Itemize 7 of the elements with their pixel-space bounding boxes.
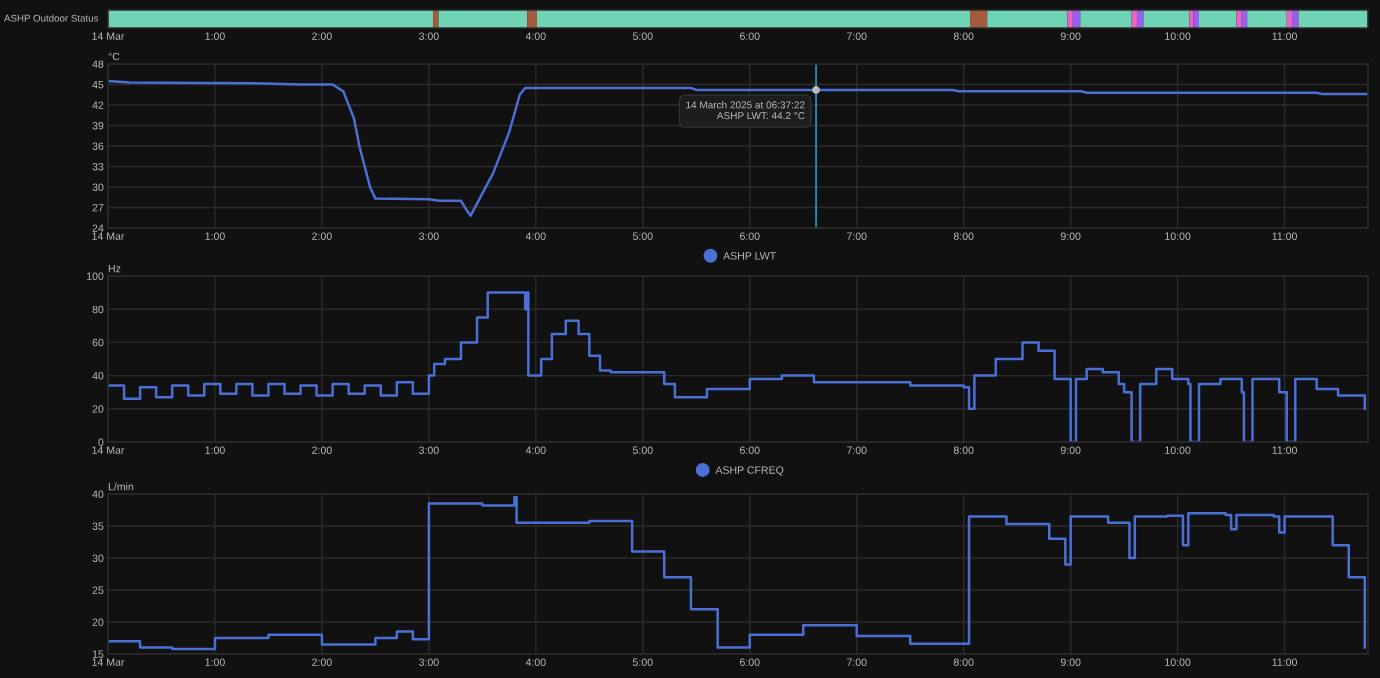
bar — [1236, 10, 1242, 28]
line-series — [108, 79, 1368, 217]
bar — [1067, 10, 1073, 28]
bar — [1080, 10, 1132, 28]
bar — [433, 10, 439, 28]
bar — [1247, 10, 1287, 28]
bar — [527, 10, 537, 28]
